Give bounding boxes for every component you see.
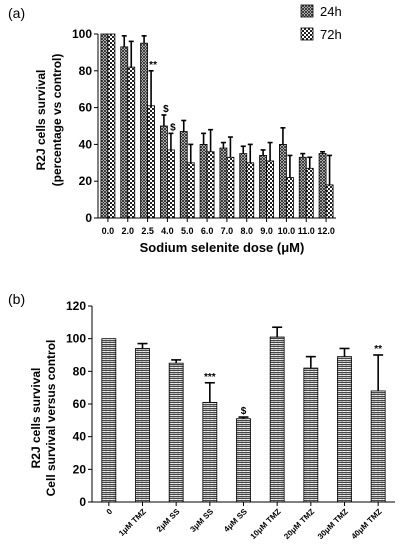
panel-b-x-tick-label: 20μM TMZ bbox=[282, 507, 316, 541]
panel-b-y-tick-label: 120 bbox=[66, 299, 86, 313]
panel-b-bar-series-10-m-tmz bbox=[269, 336, 285, 503]
panel-a: (a) R2J cells survival (percentage vs co… bbox=[8, 4, 342, 255]
legend-swatch-24h bbox=[300, 4, 314, 18]
panel-a-x-tick-label: 0.0 bbox=[102, 226, 115, 236]
panel-a-annotation-2-5: ** bbox=[149, 60, 157, 71]
panel-b-x-tick-label: 0 bbox=[105, 507, 115, 517]
panel-b-y-tick-label: 60 bbox=[73, 397, 87, 411]
panel-b-bar-series-0 bbox=[101, 338, 117, 503]
panel-a-y-tick-label: 100 bbox=[72, 27, 92, 41]
panel-b-y-tick-label: 20 bbox=[73, 462, 87, 476]
panel-a-ylabel-line2: (percentage vs control) bbox=[50, 54, 64, 187]
panel-a-bar-24h-11-0 bbox=[298, 156, 307, 219]
panel-a-bar-72h-6-0 bbox=[206, 151, 215, 219]
panel-a-ylabel-line1: R2J cells survival bbox=[34, 70, 48, 171]
panel-a-bar-24h-2-0 bbox=[120, 46, 129, 219]
panel-a-bars: ** $$ bbox=[100, 33, 334, 219]
panel-a-y-tick-label: 40 bbox=[79, 137, 93, 151]
panel-b-bar-series-40-m-tmz bbox=[370, 390, 386, 503]
panel-a-bar-24h-2-5 bbox=[140, 42, 148, 219]
panel-a-x-tick-label: 8.0 bbox=[240, 226, 253, 236]
panel-b-ylabel-line1: R2J cells survival bbox=[29, 368, 43, 469]
panel-a-x-tick-label: 12.0 bbox=[317, 226, 335, 236]
panel-a-bar-24h-12-0 bbox=[318, 153, 327, 219]
panel-a-bar-72h-2-5 bbox=[147, 105, 155, 219]
panel-a-x-tick-label: 5.0 bbox=[181, 226, 194, 236]
panel-b-y-tick-label: 80 bbox=[73, 364, 87, 378]
panel-a-bar-72h-12-0 bbox=[325, 184, 334, 219]
panel-b-x-tick-label: 1μM TMZ bbox=[117, 507, 148, 538]
panel-a-x-tick-label: 2.5 bbox=[141, 226, 154, 236]
legend-label-72h: 72h bbox=[320, 27, 342, 42]
panel-a-x-tick-label: 9.0 bbox=[260, 226, 273, 236]
panel-a-annotation-4-0: $ bbox=[170, 122, 176, 133]
panel-b-bar-series-20-m-tmz bbox=[303, 367, 319, 503]
panel-a-x-tick-label: 7.0 bbox=[221, 226, 234, 236]
panel-b: (b) R2J cells survival Cell survival ver… bbox=[8, 291, 395, 541]
panel-b-y-ticks: 0 20 40 60 80 100 120 bbox=[66, 299, 92, 509]
panel-a-x-ticks: 0.0 2.0 2.5 4.0 5.0 6.0 7.0 8.0 9.0 10.0 11.0 12.0 bbox=[102, 218, 335, 236]
panel-b-label: (b) bbox=[8, 291, 25, 307]
panel-a-x-tick-label: 4.0 bbox=[161, 226, 174, 236]
panel-b-y-tick-label: 40 bbox=[73, 430, 87, 444]
panel-a-bar-24h-0-0 bbox=[100, 33, 109, 219]
panel-a-bar-24h-10-0 bbox=[279, 143, 287, 219]
panel-b-bar-series-1-m-tmz bbox=[135, 348, 150, 503]
panel-a-x-tick-label: 2.0 bbox=[121, 226, 134, 236]
panel-a-label: (a) bbox=[8, 5, 25, 21]
panel-b-y-tick-label: 100 bbox=[66, 332, 86, 346]
panel-b-annotation-4-m-ss: $ bbox=[241, 406, 247, 417]
panel-b-x-ticks: 0 1μM TMZ 2μM SS 3μM SS 4μM SS 10μM TMZ 20μM T… bbox=[105, 502, 384, 541]
panel-a-bar-72h-8-0 bbox=[246, 162, 255, 219]
panel-a-bar-72h-4-0 bbox=[167, 149, 175, 219]
panel-a-bar-24h-8-0 bbox=[239, 153, 248, 219]
panel-a-bar-24h-7-0 bbox=[219, 147, 228, 219]
panel-b-x-tick-label: 3μM SS bbox=[188, 507, 215, 534]
panel-a-x-tick-label: 10.0 bbox=[278, 226, 296, 236]
panel-b-bars: *** $ ** bbox=[101, 326, 386, 503]
panel-b-bar-series-4-m-ss bbox=[236, 418, 251, 503]
panel-a-bar-72h-11-0 bbox=[305, 167, 314, 219]
legend: 24h 72h bbox=[300, 4, 342, 42]
panel-a-x-tick-label: 11.0 bbox=[298, 226, 315, 236]
panel-a-bar-72h-7-0 bbox=[226, 156, 235, 219]
panel-b-bar-series-3-m-ss bbox=[202, 401, 218, 503]
legend-label-24h: 24h bbox=[320, 4, 342, 19]
panel-b-x-tick-label: 2μM SS bbox=[155, 507, 182, 534]
panel-b-x-tick-label: 30μM TMZ bbox=[316, 507, 350, 541]
panel-a-bar-72h-9-0 bbox=[266, 160, 274, 219]
panel-a-bar-72h-2-0 bbox=[127, 66, 136, 219]
panel-a-bar-24h-9-0 bbox=[259, 155, 267, 219]
legend-swatch-72h bbox=[300, 27, 314, 41]
panel-a-y-tick-label: 20 bbox=[79, 174, 93, 188]
panel-a-xlabel: Sodium selenite dose (μM) bbox=[140, 240, 305, 255]
panel-a-bar-72h-10-0 bbox=[286, 177, 294, 219]
panel-b-y-tick-label: 0 bbox=[79, 495, 86, 509]
panel-a-annotation-4-0: $ bbox=[163, 104, 169, 115]
panel-a-y-tick-label: 60 bbox=[79, 101, 93, 115]
panel-b-bar-series-30-m-tmz bbox=[337, 356, 352, 503]
panel-a-x-tick-label: 6.0 bbox=[201, 226, 214, 236]
panel-a-bar-24h-4-0 bbox=[160, 125, 168, 219]
panel-b-x-tick-label: 4μM SS bbox=[222, 507, 249, 534]
panel-a-bar-24h-5-0 bbox=[179, 131, 188, 219]
panel-b-annotation-3-m-ss: *** bbox=[204, 372, 216, 383]
panel-b-x-tick-label: 10μM TMZ bbox=[249, 507, 283, 541]
panel-b-bar-series-2-m-ss bbox=[168, 362, 184, 503]
panel-a-y-tick-label: 80 bbox=[79, 64, 93, 78]
panel-a-bar-24h-6-0 bbox=[199, 143, 208, 219]
panel-b-ylabel-line2: Cell survival versus control bbox=[44, 340, 58, 497]
panel-a-bar-72h-0-0 bbox=[107, 33, 116, 219]
panel-a-y-ticks: 0 20 40 60 80 100 bbox=[72, 27, 98, 225]
panel-b-x-tick-label: 40μM TMZ bbox=[350, 507, 384, 541]
panel-a-bar-72h-5-0 bbox=[186, 162, 195, 219]
panel-b-annotation-40-m-tmz: ** bbox=[374, 344, 382, 355]
panel-a-y-tick-label: 0 bbox=[85, 211, 92, 225]
